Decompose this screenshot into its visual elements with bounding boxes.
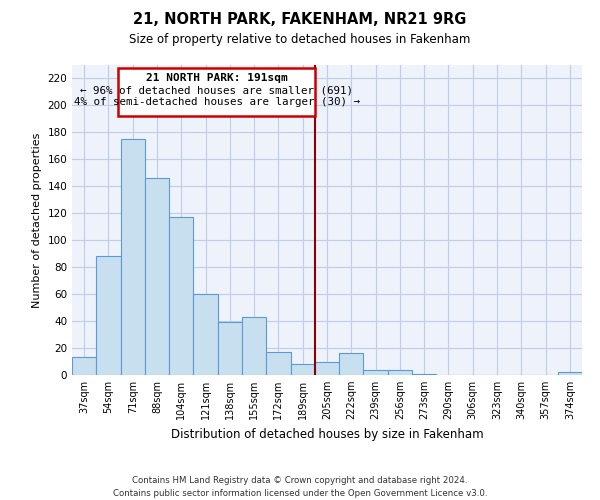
Bar bbox=[339, 354, 364, 375]
Bar bbox=[242, 317, 266, 375]
Bar bbox=[193, 294, 218, 375]
Bar bbox=[412, 374, 436, 375]
X-axis label: Distribution of detached houses by size in Fakenham: Distribution of detached houses by size … bbox=[170, 428, 484, 440]
Bar bbox=[218, 322, 242, 375]
Bar bbox=[121, 139, 145, 375]
Bar bbox=[145, 178, 169, 375]
Bar bbox=[388, 370, 412, 375]
Text: Contains public sector information licensed under the Open Government Licence v3: Contains public sector information licen… bbox=[113, 489, 487, 498]
Bar bbox=[96, 256, 121, 375]
Text: 21, NORTH PARK, FAKENHAM, NR21 9RG: 21, NORTH PARK, FAKENHAM, NR21 9RG bbox=[133, 12, 467, 28]
Y-axis label: Number of detached properties: Number of detached properties bbox=[32, 132, 42, 308]
Text: Size of property relative to detached houses in Fakenham: Size of property relative to detached ho… bbox=[130, 32, 470, 46]
Bar bbox=[364, 370, 388, 375]
Text: ← 96% of detached houses are smaller (691): ← 96% of detached houses are smaller (69… bbox=[80, 85, 353, 95]
Bar bbox=[266, 352, 290, 375]
Bar bbox=[72, 358, 96, 375]
Bar bbox=[169, 218, 193, 375]
Text: 21 NORTH PARK: 191sqm: 21 NORTH PARK: 191sqm bbox=[146, 73, 287, 83]
Text: Contains HM Land Registry data © Crown copyright and database right 2024.: Contains HM Land Registry data © Crown c… bbox=[132, 476, 468, 485]
FancyBboxPatch shape bbox=[118, 68, 315, 116]
Bar bbox=[290, 364, 315, 375]
Bar bbox=[558, 372, 582, 375]
Text: 4% of semi-detached houses are larger (30) →: 4% of semi-detached houses are larger (3… bbox=[74, 98, 359, 108]
Bar bbox=[315, 362, 339, 375]
